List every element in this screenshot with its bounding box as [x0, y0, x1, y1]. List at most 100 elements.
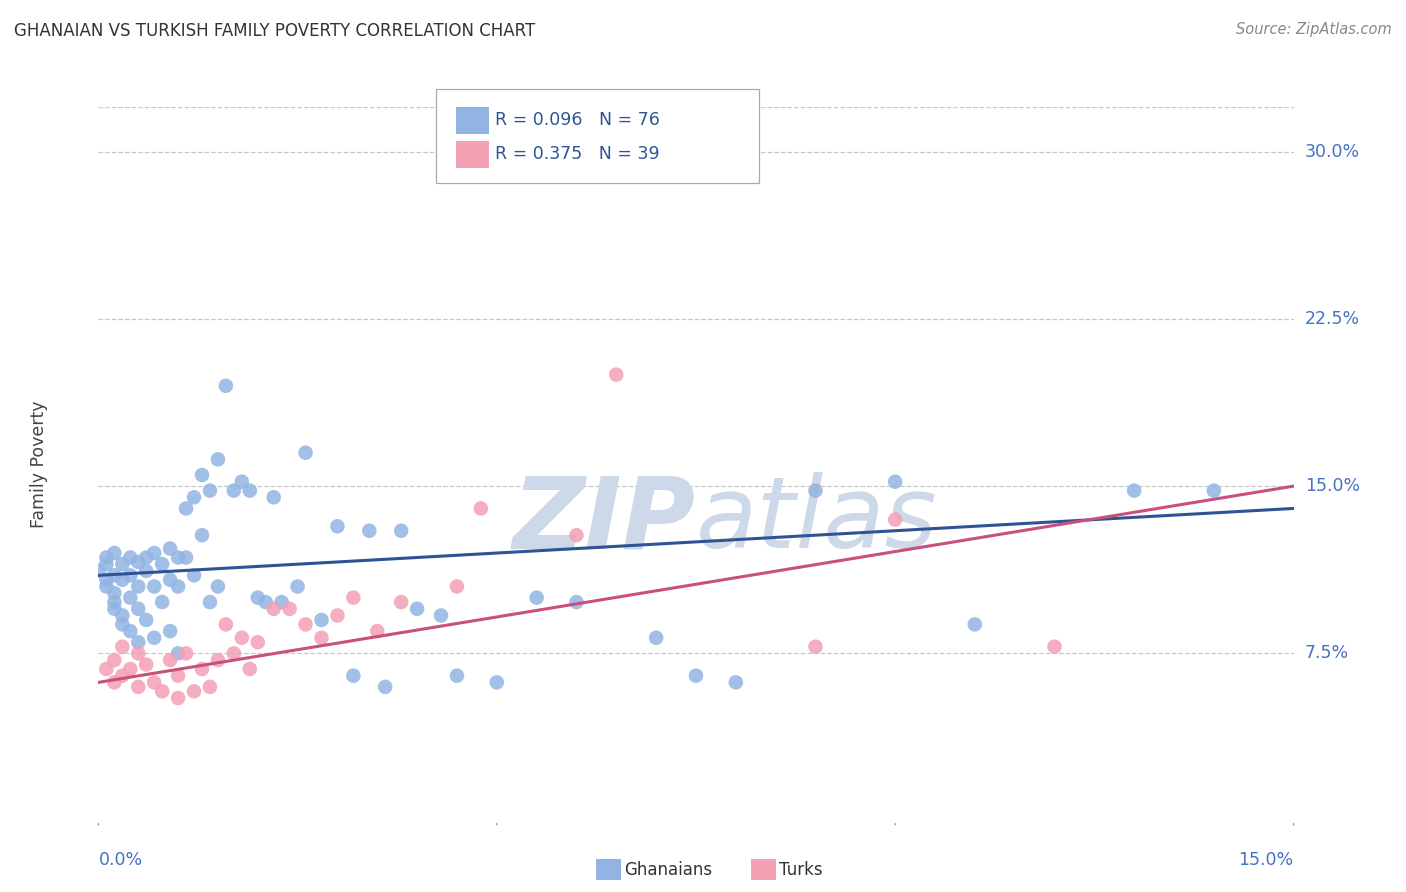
Point	[135, 550, 157, 565]
Point	[127, 646, 149, 660]
Point	[120, 662, 142, 676]
Point	[326, 519, 349, 533]
Point	[406, 602, 429, 616]
Point	[287, 580, 309, 594]
Point	[135, 613, 157, 627]
Text: 15.0%: 15.0%	[1305, 477, 1360, 495]
Point	[174, 550, 197, 565]
Point	[239, 483, 262, 498]
Point	[167, 690, 190, 705]
Point	[174, 501, 197, 516]
Point	[526, 591, 548, 605]
Text: Turks: Turks	[779, 861, 823, 879]
Point	[446, 669, 468, 683]
Point	[143, 546, 166, 560]
Point	[366, 624, 388, 639]
Point	[135, 657, 157, 672]
Point	[103, 586, 125, 600]
Point	[326, 608, 349, 623]
Point	[167, 580, 190, 594]
Point	[1123, 483, 1146, 498]
Point	[470, 501, 492, 516]
Point	[183, 684, 205, 698]
Point	[167, 550, 190, 565]
Point	[103, 595, 125, 609]
Point	[374, 680, 396, 694]
Text: GHANAIAN VS TURKISH FAMILY POVERTY CORRELATION CHART: GHANAIAN VS TURKISH FAMILY POVERTY CORRE…	[14, 22, 536, 40]
Point	[389, 524, 412, 538]
Point	[127, 580, 149, 594]
Point	[127, 555, 149, 569]
Point	[198, 680, 221, 694]
Point	[120, 624, 142, 639]
Point	[389, 595, 412, 609]
Point	[143, 580, 166, 594]
Point	[143, 675, 166, 690]
Point	[159, 541, 181, 556]
Point	[96, 580, 118, 594]
Point	[342, 669, 364, 683]
Point	[183, 568, 205, 582]
Text: ZIP: ZIP	[513, 473, 696, 569]
Text: 22.5%: 22.5%	[1305, 310, 1360, 328]
Point	[884, 512, 907, 526]
Point	[198, 483, 221, 498]
Point	[111, 557, 134, 572]
Point	[605, 368, 627, 382]
Point	[294, 445, 316, 460]
Point	[111, 608, 134, 623]
Point	[485, 675, 508, 690]
Point	[167, 646, 190, 660]
Point	[222, 483, 245, 498]
Point	[215, 617, 238, 632]
Point	[565, 595, 588, 609]
Point	[111, 617, 134, 632]
Point	[103, 602, 125, 616]
Point	[103, 568, 125, 582]
Point	[359, 524, 381, 538]
Point	[884, 475, 907, 489]
Text: 15.0%: 15.0%	[1239, 851, 1294, 869]
Point	[143, 631, 166, 645]
Point	[191, 528, 214, 542]
Point	[342, 591, 364, 605]
Point	[278, 602, 301, 616]
Text: 0.0%: 0.0%	[98, 851, 142, 869]
Point	[207, 452, 229, 467]
Point	[127, 635, 149, 649]
Text: 30.0%: 30.0%	[1305, 143, 1360, 161]
Text: R = 0.096   N = 76: R = 0.096 N = 76	[495, 112, 659, 129]
Point	[239, 662, 262, 676]
Point	[96, 550, 118, 565]
Point	[270, 595, 292, 609]
Text: Family Poverty: Family Poverty	[30, 401, 48, 527]
Point	[215, 378, 238, 392]
Point	[183, 491, 205, 505]
Text: atlas: atlas	[696, 473, 938, 569]
Point	[724, 675, 747, 690]
Point	[111, 573, 134, 587]
Point	[150, 684, 173, 698]
Point	[231, 475, 253, 489]
Point	[207, 580, 229, 594]
Point	[111, 640, 134, 654]
Point	[159, 624, 181, 639]
Point	[150, 557, 173, 572]
Point	[159, 653, 181, 667]
Point	[1043, 640, 1066, 654]
Point	[127, 680, 149, 694]
Point	[174, 646, 197, 660]
Point	[198, 595, 221, 609]
Point	[150, 595, 173, 609]
Point	[87, 564, 110, 578]
Point	[103, 653, 125, 667]
Point	[222, 646, 245, 660]
Point	[565, 528, 588, 542]
Point	[120, 568, 142, 582]
Point	[804, 483, 827, 498]
Point	[294, 617, 316, 632]
Point	[103, 675, 125, 690]
Point	[804, 640, 827, 654]
Point	[96, 573, 118, 587]
Point	[120, 550, 142, 565]
